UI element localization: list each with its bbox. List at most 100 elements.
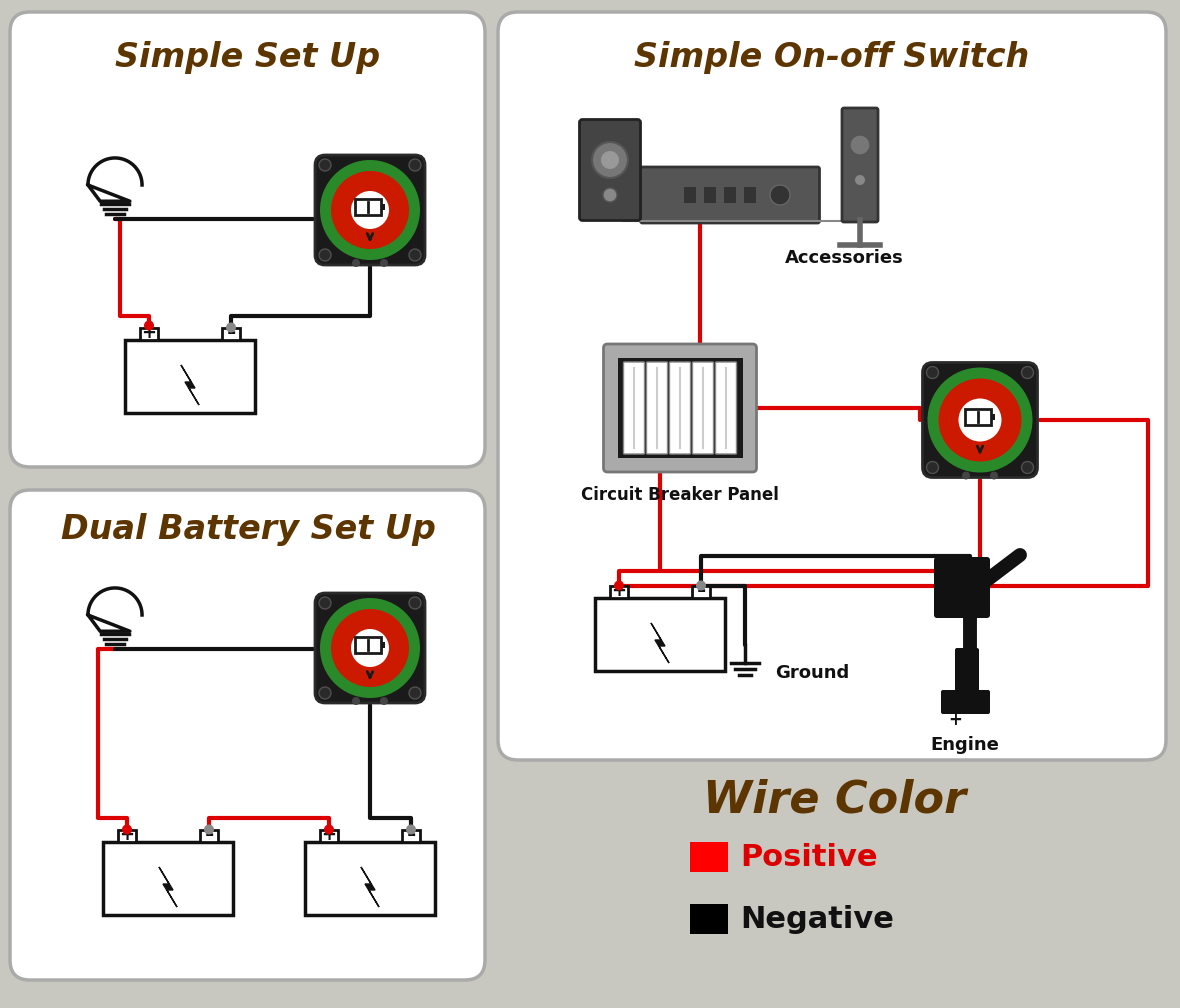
FancyBboxPatch shape: [955, 648, 979, 702]
Bar: [965, 409, 991, 425]
Bar: [140, 328, 158, 340]
Bar: [595, 598, 725, 670]
Text: +: +: [611, 583, 627, 601]
Bar: [118, 830, 136, 842]
Bar: [402, 830, 420, 842]
Circle shape: [958, 398, 1002, 442]
Bar: [304, 842, 435, 914]
Circle shape: [926, 462, 938, 474]
Bar: [381, 642, 385, 648]
Bar: [222, 328, 240, 340]
Circle shape: [771, 185, 789, 205]
Circle shape: [601, 151, 620, 169]
Circle shape: [1022, 462, 1034, 474]
FancyBboxPatch shape: [9, 490, 485, 980]
Circle shape: [409, 597, 421, 609]
Circle shape: [227, 323, 236, 333]
Bar: [704, 187, 716, 203]
Circle shape: [409, 249, 421, 261]
Circle shape: [352, 697, 360, 705]
FancyBboxPatch shape: [603, 344, 756, 472]
Text: -: -: [204, 826, 214, 846]
Text: Engine: Engine: [931, 736, 999, 754]
Bar: [381, 204, 385, 210]
FancyBboxPatch shape: [579, 120, 641, 221]
Circle shape: [352, 259, 360, 267]
FancyBboxPatch shape: [715, 362, 736, 454]
Circle shape: [406, 825, 417, 835]
Circle shape: [938, 378, 1022, 462]
Bar: [690, 842, 728, 872]
Text: +: +: [142, 325, 157, 343]
Bar: [745, 187, 756, 203]
Circle shape: [350, 629, 389, 667]
Bar: [320, 830, 337, 842]
Circle shape: [990, 472, 998, 480]
Bar: [684, 187, 696, 203]
Text: Wire Color: Wire Color: [703, 778, 966, 822]
Bar: [690, 904, 728, 934]
Circle shape: [696, 581, 706, 591]
Text: +: +: [321, 827, 336, 845]
FancyBboxPatch shape: [9, 12, 485, 467]
Text: Accessories: Accessories: [785, 249, 904, 267]
FancyBboxPatch shape: [315, 155, 425, 265]
Polygon shape: [361, 867, 379, 907]
Circle shape: [332, 609, 409, 687]
FancyBboxPatch shape: [923, 363, 1037, 478]
Circle shape: [332, 171, 409, 249]
Circle shape: [319, 159, 332, 171]
Circle shape: [856, 175, 865, 185]
Circle shape: [926, 367, 938, 378]
Text: Simple Set Up: Simple Set Up: [116, 41, 381, 75]
Circle shape: [319, 249, 332, 261]
Circle shape: [324, 825, 334, 835]
Circle shape: [319, 597, 332, 609]
Bar: [725, 187, 736, 203]
FancyBboxPatch shape: [940, 690, 990, 714]
Circle shape: [320, 598, 420, 698]
Text: +: +: [119, 827, 135, 845]
Bar: [991, 414, 995, 420]
Circle shape: [962, 472, 970, 480]
Polygon shape: [651, 623, 669, 663]
Text: -: -: [406, 826, 415, 846]
Circle shape: [409, 687, 421, 699]
Circle shape: [409, 159, 421, 171]
Circle shape: [122, 825, 132, 835]
Text: +: +: [948, 711, 962, 729]
Circle shape: [319, 687, 332, 699]
Text: Ground: Ground: [775, 664, 850, 682]
Circle shape: [927, 368, 1032, 473]
FancyBboxPatch shape: [498, 12, 1166, 760]
Circle shape: [850, 135, 870, 155]
Text: Circuit Breaker Panel: Circuit Breaker Panel: [581, 486, 779, 504]
FancyBboxPatch shape: [315, 593, 425, 703]
Bar: [610, 586, 628, 598]
Bar: [355, 637, 381, 653]
Polygon shape: [159, 867, 177, 907]
Bar: [199, 830, 218, 842]
FancyBboxPatch shape: [647, 362, 668, 454]
Polygon shape: [181, 365, 199, 405]
Circle shape: [1022, 367, 1034, 378]
Circle shape: [380, 697, 388, 705]
Text: -: -: [227, 324, 236, 344]
FancyBboxPatch shape: [623, 362, 644, 454]
Circle shape: [614, 581, 624, 591]
FancyBboxPatch shape: [843, 108, 878, 222]
Circle shape: [204, 825, 214, 835]
Polygon shape: [88, 588, 142, 631]
Polygon shape: [88, 158, 142, 202]
Circle shape: [320, 160, 420, 260]
FancyBboxPatch shape: [935, 557, 990, 618]
Text: -: -: [696, 582, 706, 602]
Bar: [103, 842, 232, 914]
Circle shape: [603, 188, 617, 202]
Circle shape: [350, 191, 389, 229]
Text: Dual Battery Set Up: Dual Battery Set Up: [60, 513, 435, 546]
FancyBboxPatch shape: [693, 362, 714, 454]
Bar: [125, 340, 255, 412]
Text: Simple On-off Switch: Simple On-off Switch: [635, 41, 1030, 75]
Circle shape: [380, 259, 388, 267]
